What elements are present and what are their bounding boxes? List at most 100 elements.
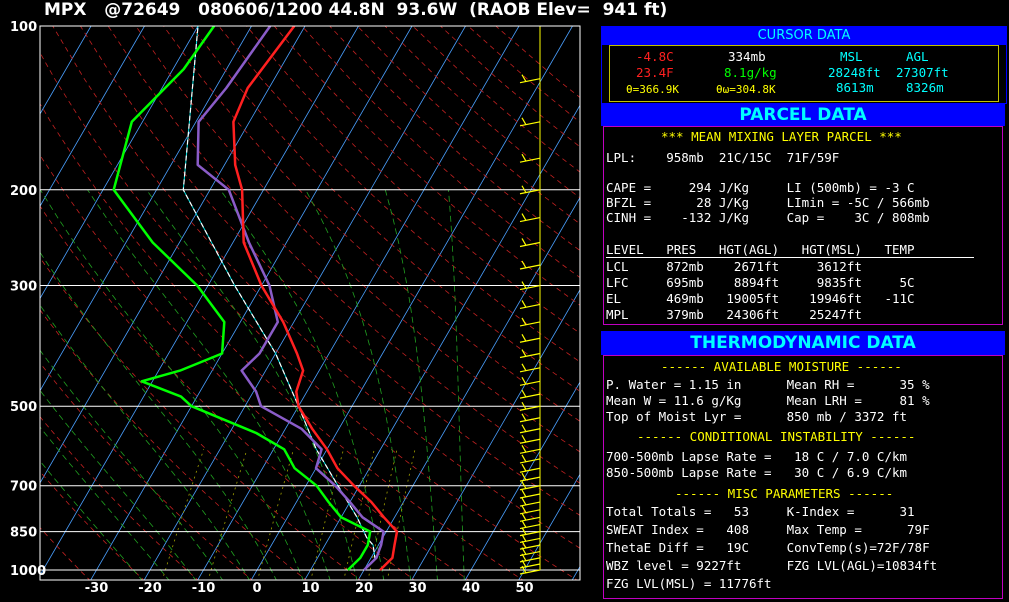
dry-adiabat xyxy=(40,470,145,580)
wind-barb-flag xyxy=(521,300,527,308)
moist-adiabat xyxy=(384,189,438,580)
wind-barb-flag xyxy=(521,363,527,372)
wind-barb-flag xyxy=(521,472,527,481)
isotherm-line xyxy=(518,473,580,580)
moist-adiabat xyxy=(219,189,385,580)
cursor-temp-f: 23.4F xyxy=(636,65,674,80)
thermodynamic-data-heading: THERMODYNAMIC DATA xyxy=(601,331,1005,355)
isotherm-line xyxy=(357,196,580,580)
mixing-ratio-line xyxy=(161,449,205,580)
isotherm-line xyxy=(143,26,466,580)
dry-adiabat xyxy=(40,103,524,580)
temperature-tick-label: -20 xyxy=(138,581,162,596)
dry-adiabat xyxy=(0,26,37,582)
parcel-data-panel: PARCEL DATA *** MEAN MIXING LAYER PARCEL… xyxy=(601,104,1005,326)
wind-barb xyxy=(519,303,541,310)
wind-barb xyxy=(519,264,541,270)
wind-barb-flag xyxy=(521,489,527,498)
parcel-table-header: LEVEL PRES HGT(AGL) HGT(MSL) TEMP xyxy=(606,242,915,257)
wind-barb-flag xyxy=(521,185,527,194)
isotherm-line xyxy=(571,565,580,580)
mixing-ratio-line xyxy=(257,449,294,580)
wind-barb-flag xyxy=(521,281,527,289)
wind-barb-flag xyxy=(521,333,527,342)
isotherm-line xyxy=(0,26,38,582)
wind-barb-flag xyxy=(521,454,527,463)
pressure-tick-label: 1000 xyxy=(10,564,46,579)
moist-adiabat xyxy=(40,189,304,580)
wind-barb-flag xyxy=(521,463,527,472)
pressure-tick-label: 500 xyxy=(10,400,37,415)
moisture-row: Mean W = 11.6 g/Kg Mean LRH = 81 % xyxy=(606,393,930,408)
moist-adiabat xyxy=(40,304,250,580)
mixing-ratio-line xyxy=(343,449,375,580)
misc-row: Total Totals = 53 K-Index = 31 xyxy=(606,504,915,519)
wind-barb xyxy=(519,550,541,557)
wind-barb xyxy=(519,485,541,491)
wind-barb-flag xyxy=(521,481,527,490)
wind-barb-flag xyxy=(521,497,527,506)
moisture-section-title: ------ AVAILABLE MOISTURE ------ xyxy=(661,359,902,374)
wind-barb-flag xyxy=(521,213,527,221)
pressure-tick-label: 300 xyxy=(10,280,37,295)
parcel-data-heading: PARCEL DATA xyxy=(601,104,1005,126)
wind-barb-flag xyxy=(521,520,527,528)
cursor-msl-label: MSL xyxy=(840,49,863,64)
wind-barb xyxy=(519,367,541,373)
wind-barb xyxy=(519,380,541,386)
wind-barb xyxy=(519,467,541,473)
wind-barb-flag xyxy=(521,74,527,83)
wind-barb-flag xyxy=(521,424,527,433)
wind-barb-flag xyxy=(521,527,527,535)
wind-barb-flag xyxy=(521,413,527,422)
parcel-row: BFZL = 28 J/Kg LImin = -5C / 566mb xyxy=(606,195,930,210)
cursor-data-panel: CURSOR DATA -4.8C 334mb MSL AGL 23.4F 8.… xyxy=(601,26,1007,104)
isotherm-line xyxy=(90,26,413,580)
wind-barb xyxy=(519,284,541,291)
wind-barb-flag xyxy=(521,401,527,410)
cursor-pressure: 334mb xyxy=(728,49,766,64)
dry-adiabat xyxy=(40,527,91,580)
thermodynamic-data-box xyxy=(603,355,1003,599)
isotherm-line xyxy=(40,26,359,576)
wind-barb xyxy=(519,78,541,84)
dry-adiabat xyxy=(40,205,416,580)
wind-barb-flag xyxy=(521,349,527,357)
parcel-data-box xyxy=(603,126,1003,325)
wind-barb xyxy=(519,448,541,454)
wind-barb-flag xyxy=(521,153,527,162)
isotherm-line xyxy=(197,26,520,580)
skewt-chart[interactable]: 100 200 300 500 700 850 1000 -30 -20 -10 0 10 20 30 4… xyxy=(0,0,600,602)
isotherm-line xyxy=(40,26,199,300)
moist-adiabat xyxy=(40,251,277,580)
wind-barb-flag xyxy=(521,505,527,514)
wind-barb xyxy=(519,544,541,550)
instability-row: 850-500mb Lapse Rate = 30 C / 6.9 C/km xyxy=(606,465,908,480)
wind-barb xyxy=(519,352,541,359)
isotherm-line xyxy=(40,26,306,484)
cursor-agl-label: AGL xyxy=(906,49,929,64)
moist-adiabat xyxy=(87,189,331,580)
wind-barb-flag xyxy=(521,445,527,453)
cursor-theta: θ=366.9K xyxy=(626,83,679,96)
mixing-ratio-line xyxy=(386,449,416,580)
dry-adiabat xyxy=(218,26,580,363)
cursor-agl-ft: 27307ft xyxy=(896,65,949,80)
wind-barb xyxy=(519,523,541,530)
temperature-tick-label: 50 xyxy=(515,581,533,596)
wind-barb-flag xyxy=(521,317,527,326)
moist-adiabat xyxy=(40,426,170,580)
misc-row: SWEAT Index = 408 Max Temp = 79F xyxy=(606,522,930,537)
cursor-msl-ft: 28248ft xyxy=(828,65,881,80)
temperature-tick-label: -10 xyxy=(192,581,216,596)
misc-row: FZG LVL(MSL) = 11776ft xyxy=(606,576,772,591)
mixing-ratio-line xyxy=(310,449,344,580)
isotherm-line xyxy=(464,381,580,580)
pressure-tick-label: 700 xyxy=(10,480,37,495)
cursor-temp-c: -4.8C xyxy=(636,49,674,64)
dry-adiabat xyxy=(107,26,580,484)
cursor-mixing-ratio: 8.1g/kg xyxy=(724,65,777,80)
wind-barb xyxy=(519,563,541,569)
isotherm-line xyxy=(40,26,92,115)
wind-barb xyxy=(519,501,541,507)
